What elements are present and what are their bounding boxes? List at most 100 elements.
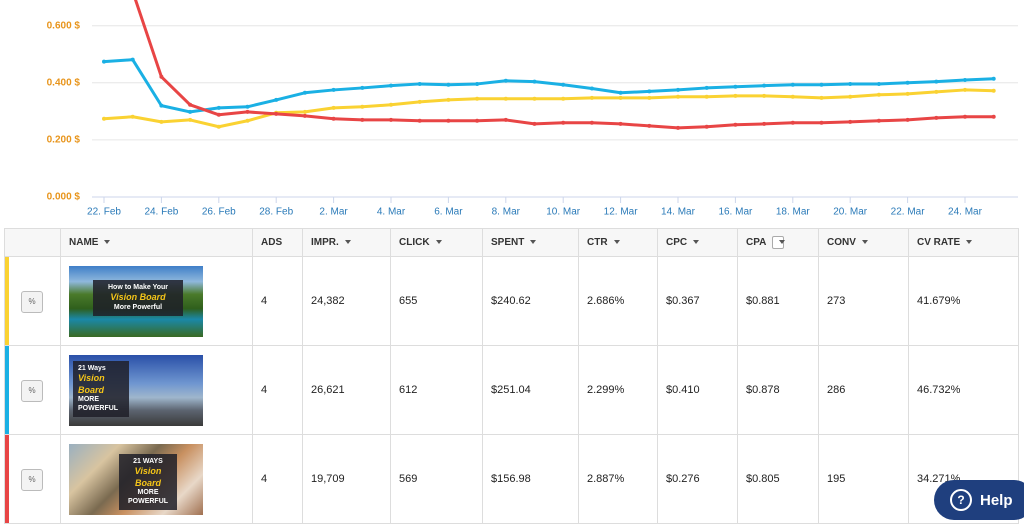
series-point bbox=[159, 119, 164, 124]
table-row: % 21 WAYS Vision Board MORE POWERFUL 4 19,709… bbox=[4, 434, 1019, 524]
y-tick-label: 0.200 $ bbox=[47, 135, 81, 146]
ad-thumbnail: How to Make Your Vision Board More Powerfu… bbox=[69, 265, 203, 337]
thumbnail-text: 21 Ways bbox=[78, 364, 106, 372]
series-line bbox=[103, 88, 994, 129]
series-point bbox=[302, 109, 307, 114]
row-color-stripe bbox=[5, 435, 9, 523]
column-header-label: NAME bbox=[69, 237, 110, 248]
column-header[interactable]: CPA bbox=[737, 228, 819, 257]
series-point bbox=[503, 117, 508, 122]
data-cell: 2.887% bbox=[578, 434, 658, 524]
data-cell: 655 bbox=[390, 256, 483, 346]
series-point bbox=[704, 85, 709, 90]
series-point bbox=[417, 118, 422, 123]
series-point bbox=[475, 81, 480, 86]
series-point bbox=[446, 82, 451, 87]
series-point bbox=[216, 124, 221, 129]
column-header[interactable]: CV RATE bbox=[908, 228, 1019, 257]
x-tick-label: 24. Feb bbox=[144, 207, 178, 218]
row-controls: % bbox=[4, 434, 61, 524]
x-tick-label: 20. Mar bbox=[833, 207, 868, 218]
series-point bbox=[446, 118, 451, 123]
x-tick-label: 16. Mar bbox=[718, 207, 753, 218]
help-button[interactable]: ? Help bbox=[934, 480, 1024, 520]
series-point bbox=[274, 111, 279, 116]
series-point bbox=[963, 87, 967, 92]
name-cell: How to Make Your Vision Board More Powerfu… bbox=[60, 256, 253, 346]
data-cell: 569 bbox=[390, 434, 483, 524]
thumbnail-text: More Powerful bbox=[113, 303, 163, 311]
series-point bbox=[876, 92, 881, 97]
thumbnail-caption: 21 WAYS Vision Board MORE POWERFUL bbox=[119, 453, 177, 511]
series-point bbox=[762, 121, 767, 126]
row-button[interactable]: % bbox=[21, 380, 43, 402]
data-cell: $240.62 bbox=[482, 256, 579, 346]
series-point bbox=[561, 120, 566, 125]
series-point bbox=[360, 85, 365, 90]
help-icon: ? bbox=[950, 489, 972, 511]
column-header[interactable]: ADS bbox=[252, 228, 303, 257]
series-point bbox=[647, 95, 652, 100]
series-point bbox=[589, 120, 594, 125]
data-cell: 286 bbox=[818, 345, 909, 435]
series-point bbox=[561, 82, 566, 87]
series-point bbox=[905, 117, 910, 122]
series-point bbox=[991, 88, 996, 93]
column-header[interactable]: IMPR. bbox=[302, 228, 391, 257]
column-header-label: IMPR. bbox=[311, 237, 351, 248]
y-tick-label: 0.600 $ bbox=[47, 20, 81, 31]
row-button[interactable]: % bbox=[21, 469, 43, 491]
series-point bbox=[503, 78, 508, 83]
data-cell: $0.410 bbox=[657, 345, 738, 435]
column-header[interactable]: CPC bbox=[657, 228, 738, 257]
series-point bbox=[532, 121, 537, 126]
series-point bbox=[302, 90, 307, 95]
series-point bbox=[446, 97, 451, 102]
column-header-label: CV RATE bbox=[917, 237, 972, 248]
x-tick-label: 8. Mar bbox=[492, 207, 521, 218]
table-row: % How to Make Your Vision Board More Powerf… bbox=[4, 256, 1019, 346]
series-point bbox=[130, 114, 135, 119]
series-point bbox=[503, 96, 508, 101]
x-tick-label: 24. Mar bbox=[948, 207, 983, 218]
series-point bbox=[934, 89, 939, 94]
column-header[interactable]: CLICK bbox=[390, 228, 483, 257]
series-line bbox=[103, 58, 994, 114]
column-header[interactable]: NAME bbox=[60, 228, 253, 257]
thumbnail-text: How to Make Your bbox=[107, 283, 169, 291]
data-cell: $0.805 bbox=[737, 434, 819, 524]
series-point bbox=[934, 115, 939, 120]
data-cell: 4 bbox=[252, 256, 303, 346]
series-point bbox=[389, 83, 393, 88]
data-cell: 46.732% bbox=[908, 345, 1019, 435]
series-point bbox=[618, 95, 623, 100]
series-point bbox=[216, 112, 221, 117]
series-point bbox=[991, 114, 996, 119]
series-point bbox=[589, 86, 594, 91]
data-table: NAME ADS IMPR. CLICK SPENT CTR CPC CPA CONV CV RA… bbox=[4, 228, 1019, 524]
series-point bbox=[417, 99, 422, 104]
series-point bbox=[331, 105, 336, 110]
row-button[interactable]: % bbox=[21, 291, 43, 313]
series-point bbox=[819, 82, 824, 87]
data-cell: 24,382 bbox=[302, 256, 391, 346]
series-point bbox=[188, 109, 193, 114]
data-cell: $251.04 bbox=[482, 345, 579, 435]
column-header-label: CPC bbox=[666, 237, 699, 248]
series-point bbox=[532, 79, 537, 84]
column-header[interactable]: CONV bbox=[818, 228, 909, 257]
help-label: Help bbox=[980, 491, 1013, 509]
thumbnail-text: 21 WAYS bbox=[133, 457, 163, 465]
table-row: % 21 Ways Vision Board MORE POWERFUL 4 26,621… bbox=[4, 345, 1019, 435]
column-header[interactable]: SPENT bbox=[482, 228, 579, 257]
series-point bbox=[647, 89, 652, 94]
series-point bbox=[848, 119, 853, 124]
series-point bbox=[905, 80, 910, 85]
data-cell: 2.686% bbox=[578, 256, 658, 346]
series-point bbox=[676, 125, 680, 130]
x-tick-label: 4. Mar bbox=[377, 207, 406, 218]
column-header[interactable]: CTR bbox=[578, 228, 658, 257]
thumbnail-text: Vision Board bbox=[78, 373, 105, 395]
lines bbox=[102, 0, 996, 130]
